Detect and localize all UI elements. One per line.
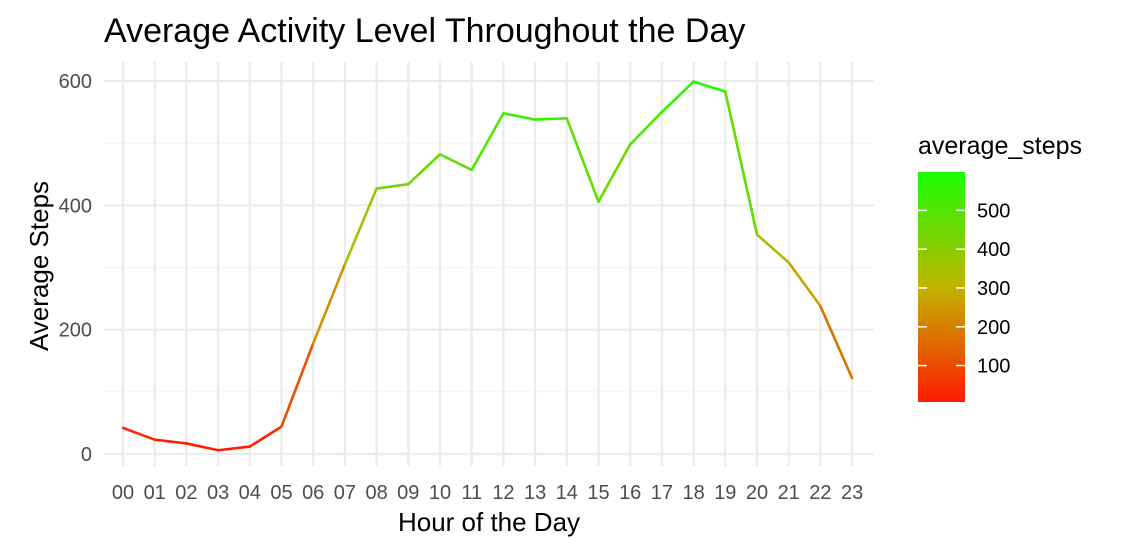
line-segment — [470, 112, 505, 172]
legend-tick-label: 500 — [977, 200, 1010, 222]
x-tick-label: 23 — [841, 482, 863, 504]
x-tick-label: 05 — [270, 482, 292, 504]
minor-grid — [104, 142, 874, 393]
line-segment — [692, 80, 727, 93]
x-tick-label: 12 — [492, 482, 514, 504]
line-segment — [787, 261, 822, 308]
line-segment — [819, 304, 854, 380]
line-segment — [121, 426, 156, 442]
x-tick-label: 03 — [207, 482, 229, 504]
line-segment — [438, 153, 474, 172]
x-tick-label: 21 — [778, 482, 800, 504]
line-segment — [248, 425, 283, 448]
series-line — [121, 80, 854, 452]
x-tick-label: 10 — [429, 482, 451, 504]
x-tick-label: 02 — [175, 482, 197, 504]
legend-tick-label: 400 — [977, 239, 1010, 261]
x-tick-label: 17 — [651, 482, 673, 504]
y-axis-title: Average Steps — [24, 181, 54, 351]
x-tick-label: 22 — [809, 482, 831, 504]
x-tick-labels: 00 01 02 03 04 05 06 07 08 09 10 11 12 13 14 15 16 17 18 19… — [112, 482, 863, 504]
line-segment — [502, 112, 537, 121]
legend-colorbar — [918, 172, 965, 402]
line-segment — [311, 263, 347, 345]
x-tick-label: 13 — [524, 482, 546, 504]
legend-tick-label: 100 — [977, 356, 1010, 378]
line-segment — [628, 110, 664, 146]
line-segment — [343, 187, 378, 266]
major-grid — [104, 62, 874, 466]
y-tick-label: 600 — [59, 71, 92, 93]
y-tick-labels: 0 200 400 600 — [59, 71, 92, 466]
x-tick-label: 06 — [302, 482, 324, 504]
x-tick-label: 08 — [365, 482, 387, 504]
x-tick-label: 00 — [112, 482, 134, 504]
legend-tick-label: 200 — [977, 317, 1010, 339]
x-tick-label: 07 — [334, 482, 356, 504]
y-tick-label: 0 — [81, 444, 92, 466]
x-tick-label: 20 — [746, 482, 768, 504]
line-segment — [533, 117, 569, 121]
line-segment — [185, 442, 220, 452]
line-segment — [406, 153, 442, 186]
x-tick-label: 14 — [556, 482, 578, 504]
x-tick-label: 18 — [682, 482, 704, 504]
line-segment — [375, 182, 410, 190]
legend: average_steps 100 200 300 400 500 — [918, 132, 1082, 402]
legend-title: average_steps — [918, 132, 1082, 160]
x-tick-label: 16 — [619, 482, 641, 504]
line-segment — [723, 90, 759, 236]
line-segment — [216, 445, 252, 452]
line-segment — [565, 117, 600, 203]
line-segment — [597, 143, 632, 203]
chart-title: Average Activity Level Throughout the Da… — [104, 12, 745, 50]
x-tick-label: 01 — [144, 482, 166, 504]
x-tick-label: 19 — [714, 482, 736, 504]
legend-tick-label: 300 — [977, 278, 1010, 300]
x-tick-label: 04 — [239, 482, 261, 504]
line-segment — [153, 438, 188, 445]
line-segment — [755, 233, 791, 264]
y-tick-label: 200 — [59, 320, 92, 342]
x-tick-label: 11 — [461, 482, 482, 504]
x-tick-label: 09 — [397, 482, 419, 504]
line-segment — [280, 342, 315, 428]
x-axis-title: Hour of the Day — [398, 507, 580, 537]
x-tick-label: 15 — [587, 482, 609, 504]
legend-ticks: 100 200 300 400 500 — [918, 200, 1010, 378]
y-tick-label: 400 — [59, 195, 92, 217]
line-segment — [660, 80, 695, 114]
